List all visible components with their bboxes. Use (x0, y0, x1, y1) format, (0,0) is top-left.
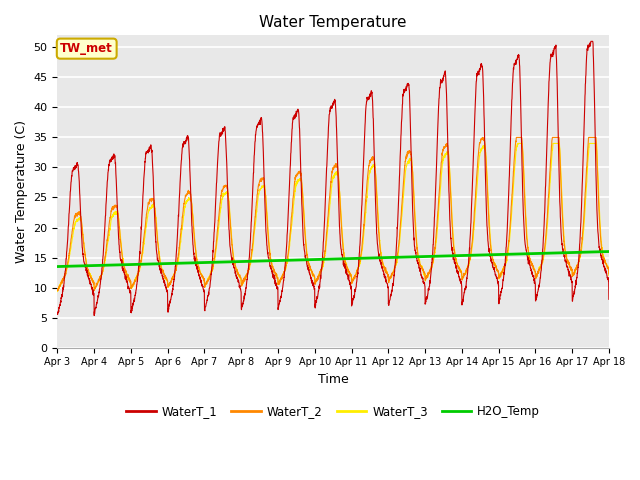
Title: Water Temperature: Water Temperature (259, 15, 407, 30)
Text: TW_met: TW_met (60, 42, 113, 55)
Y-axis label: Water Temperature (C): Water Temperature (C) (15, 120, 28, 263)
Legend: WaterT_1, WaterT_2, WaterT_3, H2O_Temp: WaterT_1, WaterT_2, WaterT_3, H2O_Temp (122, 400, 545, 423)
X-axis label: Time: Time (318, 373, 349, 386)
